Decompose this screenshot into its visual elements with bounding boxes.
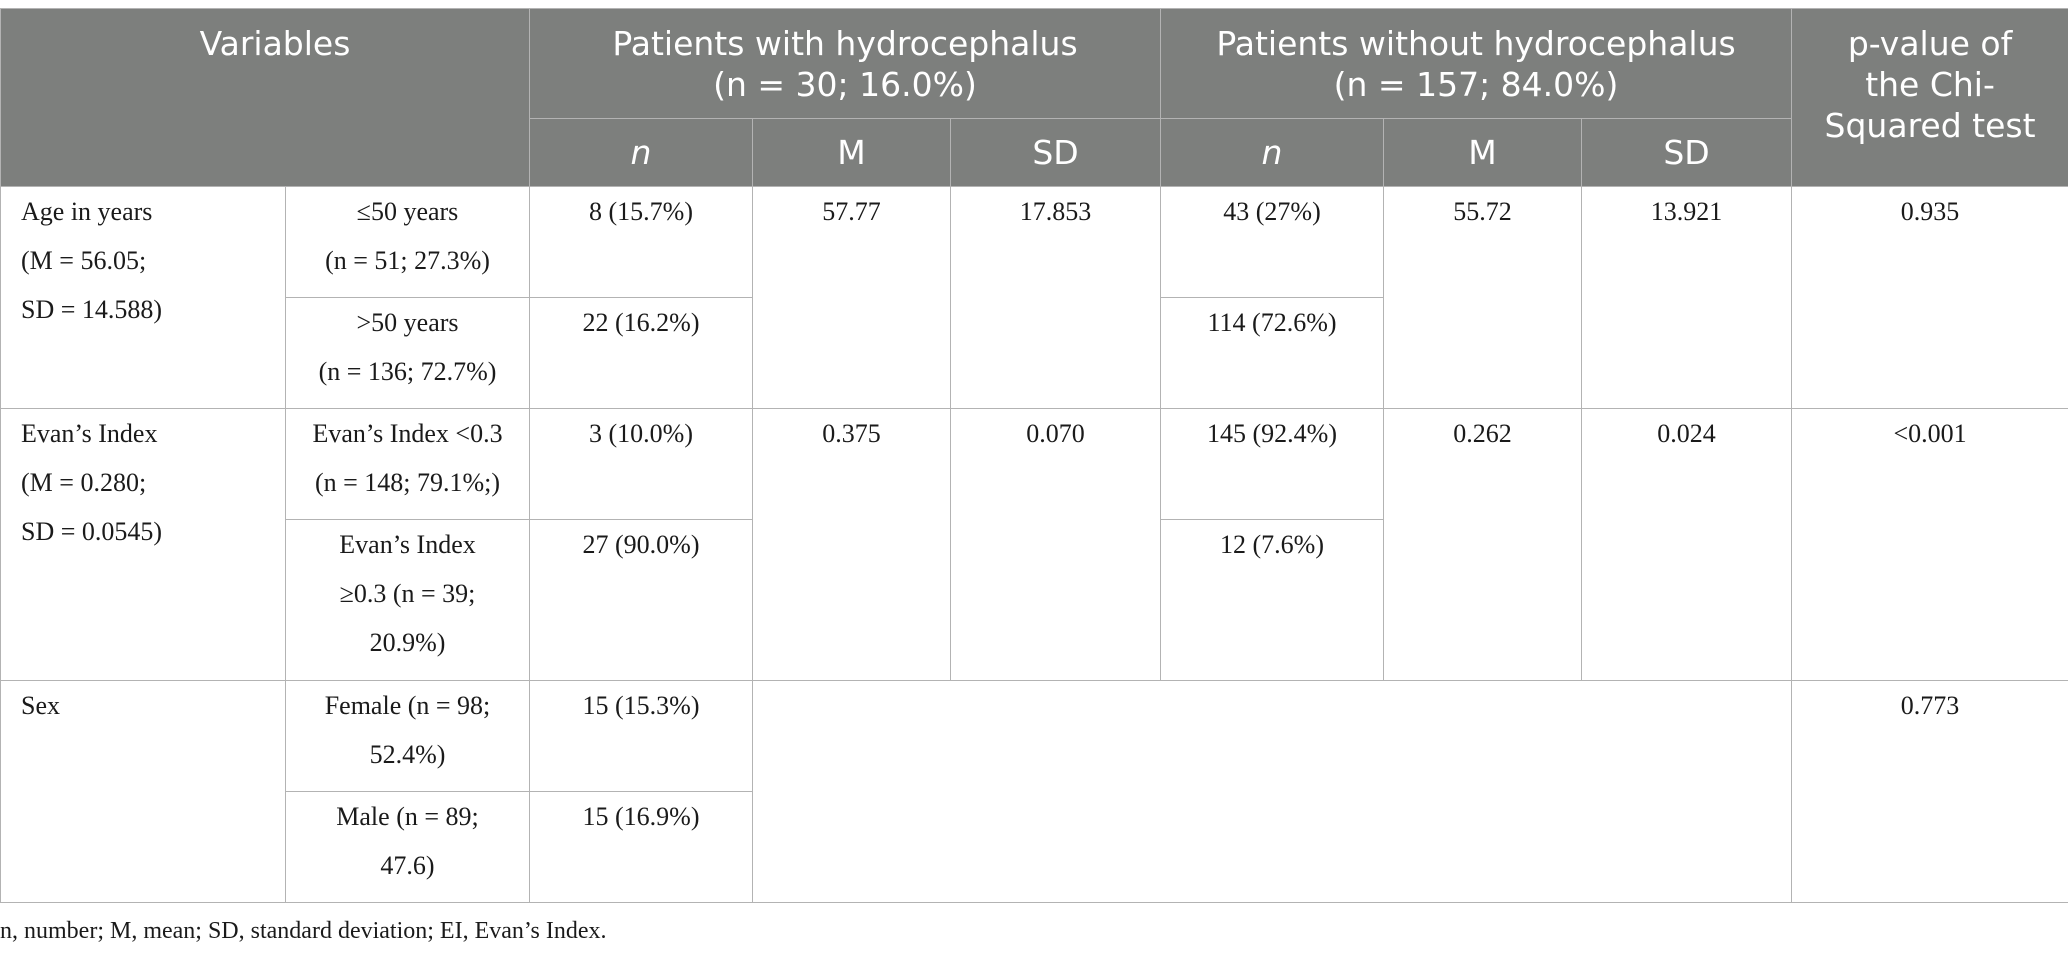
pvalue-header-line: the Chi- [1865,65,1995,104]
subgroup-evans-ge03: Evan’s Index ≥0.3 (n = 39; 20.9%) [285,519,530,681]
group-with-title: Patients with hydrocephalus [612,24,1078,63]
cell-with-n: 8 (15.7%) [529,186,753,298]
table-row-sex-female: Sex Female (n = 98; 52.4%) 15 (15.3%) 0.… [0,680,2068,903]
subgroup-age-gt50: >50 years (n = 136; 72.7%) [285,297,530,409]
variable-evans-index: Evan’s Index (M = 0.280; SD = 0.0545) [0,408,286,681]
cell-without-mean: 0.262 [1383,408,1583,681]
header-pvalue: p-value of the Chi- Squared test [1791,8,2068,187]
subgroup-label: Female (n = 98; [324,691,491,720]
results-table-container: Variables Patients with hydrocephalus (n… [0,8,2068,903]
variable-stat: (M = 0.280; [21,468,147,497]
cell-without-n: 43 (27%) [1160,186,1385,298]
variable-age-in-years: Age in years (M = 56.05; SD = 14.588) [0,186,286,409]
cell-with-n: 27 (90.0%) [529,519,753,681]
subgroup-sex-female: Female (n = 98; 52.4%) [285,680,530,792]
cell-without-sd: 13.921 [1581,186,1793,409]
header-group-without-hydrocephalus: Patients without hydrocephalus (n = 157;… [1160,8,1793,119]
variable-label: Sex [21,691,60,720]
table-footnote: n, number; M, mean; SD, standard deviati… [0,918,607,944]
cell-with-n: 3 (10.0%) [529,408,753,520]
pvalue-header-line: p-value of [1847,24,2013,63]
header-variables: Variables [0,8,530,187]
variable-label: Evan’s Index [21,419,158,448]
cell-without-n: 12 (7.6%) [1160,519,1385,681]
subheader-label: M [837,133,866,172]
cell-without-sd: 0.024 [1581,408,1793,681]
subgroup-label: Evan’s Index <0.3 [312,419,503,448]
subheader-without-m: M [1383,118,1583,187]
subgroup-count: (n = 136; 72.7%) [318,357,497,386]
subheader-with-n: n [529,118,753,187]
cell-with-sd: 17.853 [949,186,1162,409]
variable-label: Age in years [21,197,153,226]
variable-sex: Sex [0,680,286,903]
variable-stat: SD = 0.0545) [21,517,163,546]
variable-stat: (M = 56.05; [21,246,147,275]
header-row-subcolumns: n M SD n M SD [1,118,2068,187]
subheader-label: n [1261,133,1283,172]
cell-with-mean: 57.77 [752,186,951,409]
subgroup-label: Male (n = 89; [336,802,479,831]
cell-empty-merged [751,680,1793,903]
pvalue-header-line: Squared test [1824,106,2036,145]
subheader-with-sd: SD [949,118,1162,187]
subheader-label: n [630,133,652,172]
table-row-evans-lt03: Evan’s Index (M = 0.280; SD = 0.0545) Ev… [0,408,2068,681]
cell-with-n: 15 (15.3%) [529,680,753,792]
subgroup-count: ≥0.3 (n = 39; [339,579,476,608]
subheader-without-sd: SD [1581,118,1793,187]
table-row-sex-male: Male (n = 89; 47.6) 15 (16.9%) [1,791,2068,903]
subheader-label: SD [1032,133,1079,172]
subgroup-label: ≤50 years [356,197,459,226]
subgroup-count: 47.6) [380,851,435,880]
cell-without-n: 114 (72.6%) [1160,297,1385,409]
cell-pvalue: 0.773 [1791,680,2068,903]
cell-without-mean: 55.72 [1383,186,1583,409]
subgroup-count: (n = 51; 27.3%) [325,246,490,275]
cell-without-n: 145 (92.4%) [1160,408,1385,520]
subheader-label: SD [1663,133,1710,172]
cell-pvalue: 0.935 [1791,186,2068,409]
cell-with-sd: 0.070 [949,408,1162,681]
subgroup-sex-male: Male (n = 89; 47.6) [285,791,530,903]
subgroup-evans-lt03: Evan’s Index <0.3 (n = 148; 79.1%;) [285,408,530,520]
group-with-count: (n = 30; 16.0%) [713,65,977,104]
cell-pvalue: <0.001 [1791,408,2068,681]
subgroup-label: Evan’s Index [339,530,476,559]
subgroup-count: (n = 148; 79.1%;) [314,468,501,497]
subheader-with-m: M [752,118,951,187]
table-row-evans-ge03: Evan’s Index ≥0.3 (n = 39; 20.9%) 27 (90… [1,519,2068,681]
subheader-label: M [1468,133,1497,172]
header-group-with-hydrocephalus: Patients with hydrocephalus (n = 30; 16.… [528,8,1162,119]
group-without-title: Patients without hydrocephalus [1216,24,1736,63]
cell-with-mean: 0.375 [752,408,951,681]
header-variables-label: Variables [199,24,351,63]
group-without-count: (n = 157; 84.0%) [1333,65,1619,104]
header-row-groups: Variables Patients with hydrocephalus (n… [0,8,2068,187]
subgroup-count: 52.4%) [369,740,446,769]
cell-with-n: 22 (16.2%) [529,297,753,409]
results-table: Variables Patients with hydrocephalus (n… [0,8,2068,903]
subgroup-count: 20.9%) [369,628,446,657]
subgroup-age-le50: ≤50 years (n = 51; 27.3%) [285,186,530,298]
variable-stat: SD = 14.588) [21,295,163,324]
cell-with-n: 15 (16.9%) [529,791,753,903]
subgroup-label: >50 years [356,308,459,337]
subheader-without-n: n [1160,118,1385,187]
table-row-age-le50: Age in years (M = 56.05; SD = 14.588) ≤5… [0,186,2068,409]
